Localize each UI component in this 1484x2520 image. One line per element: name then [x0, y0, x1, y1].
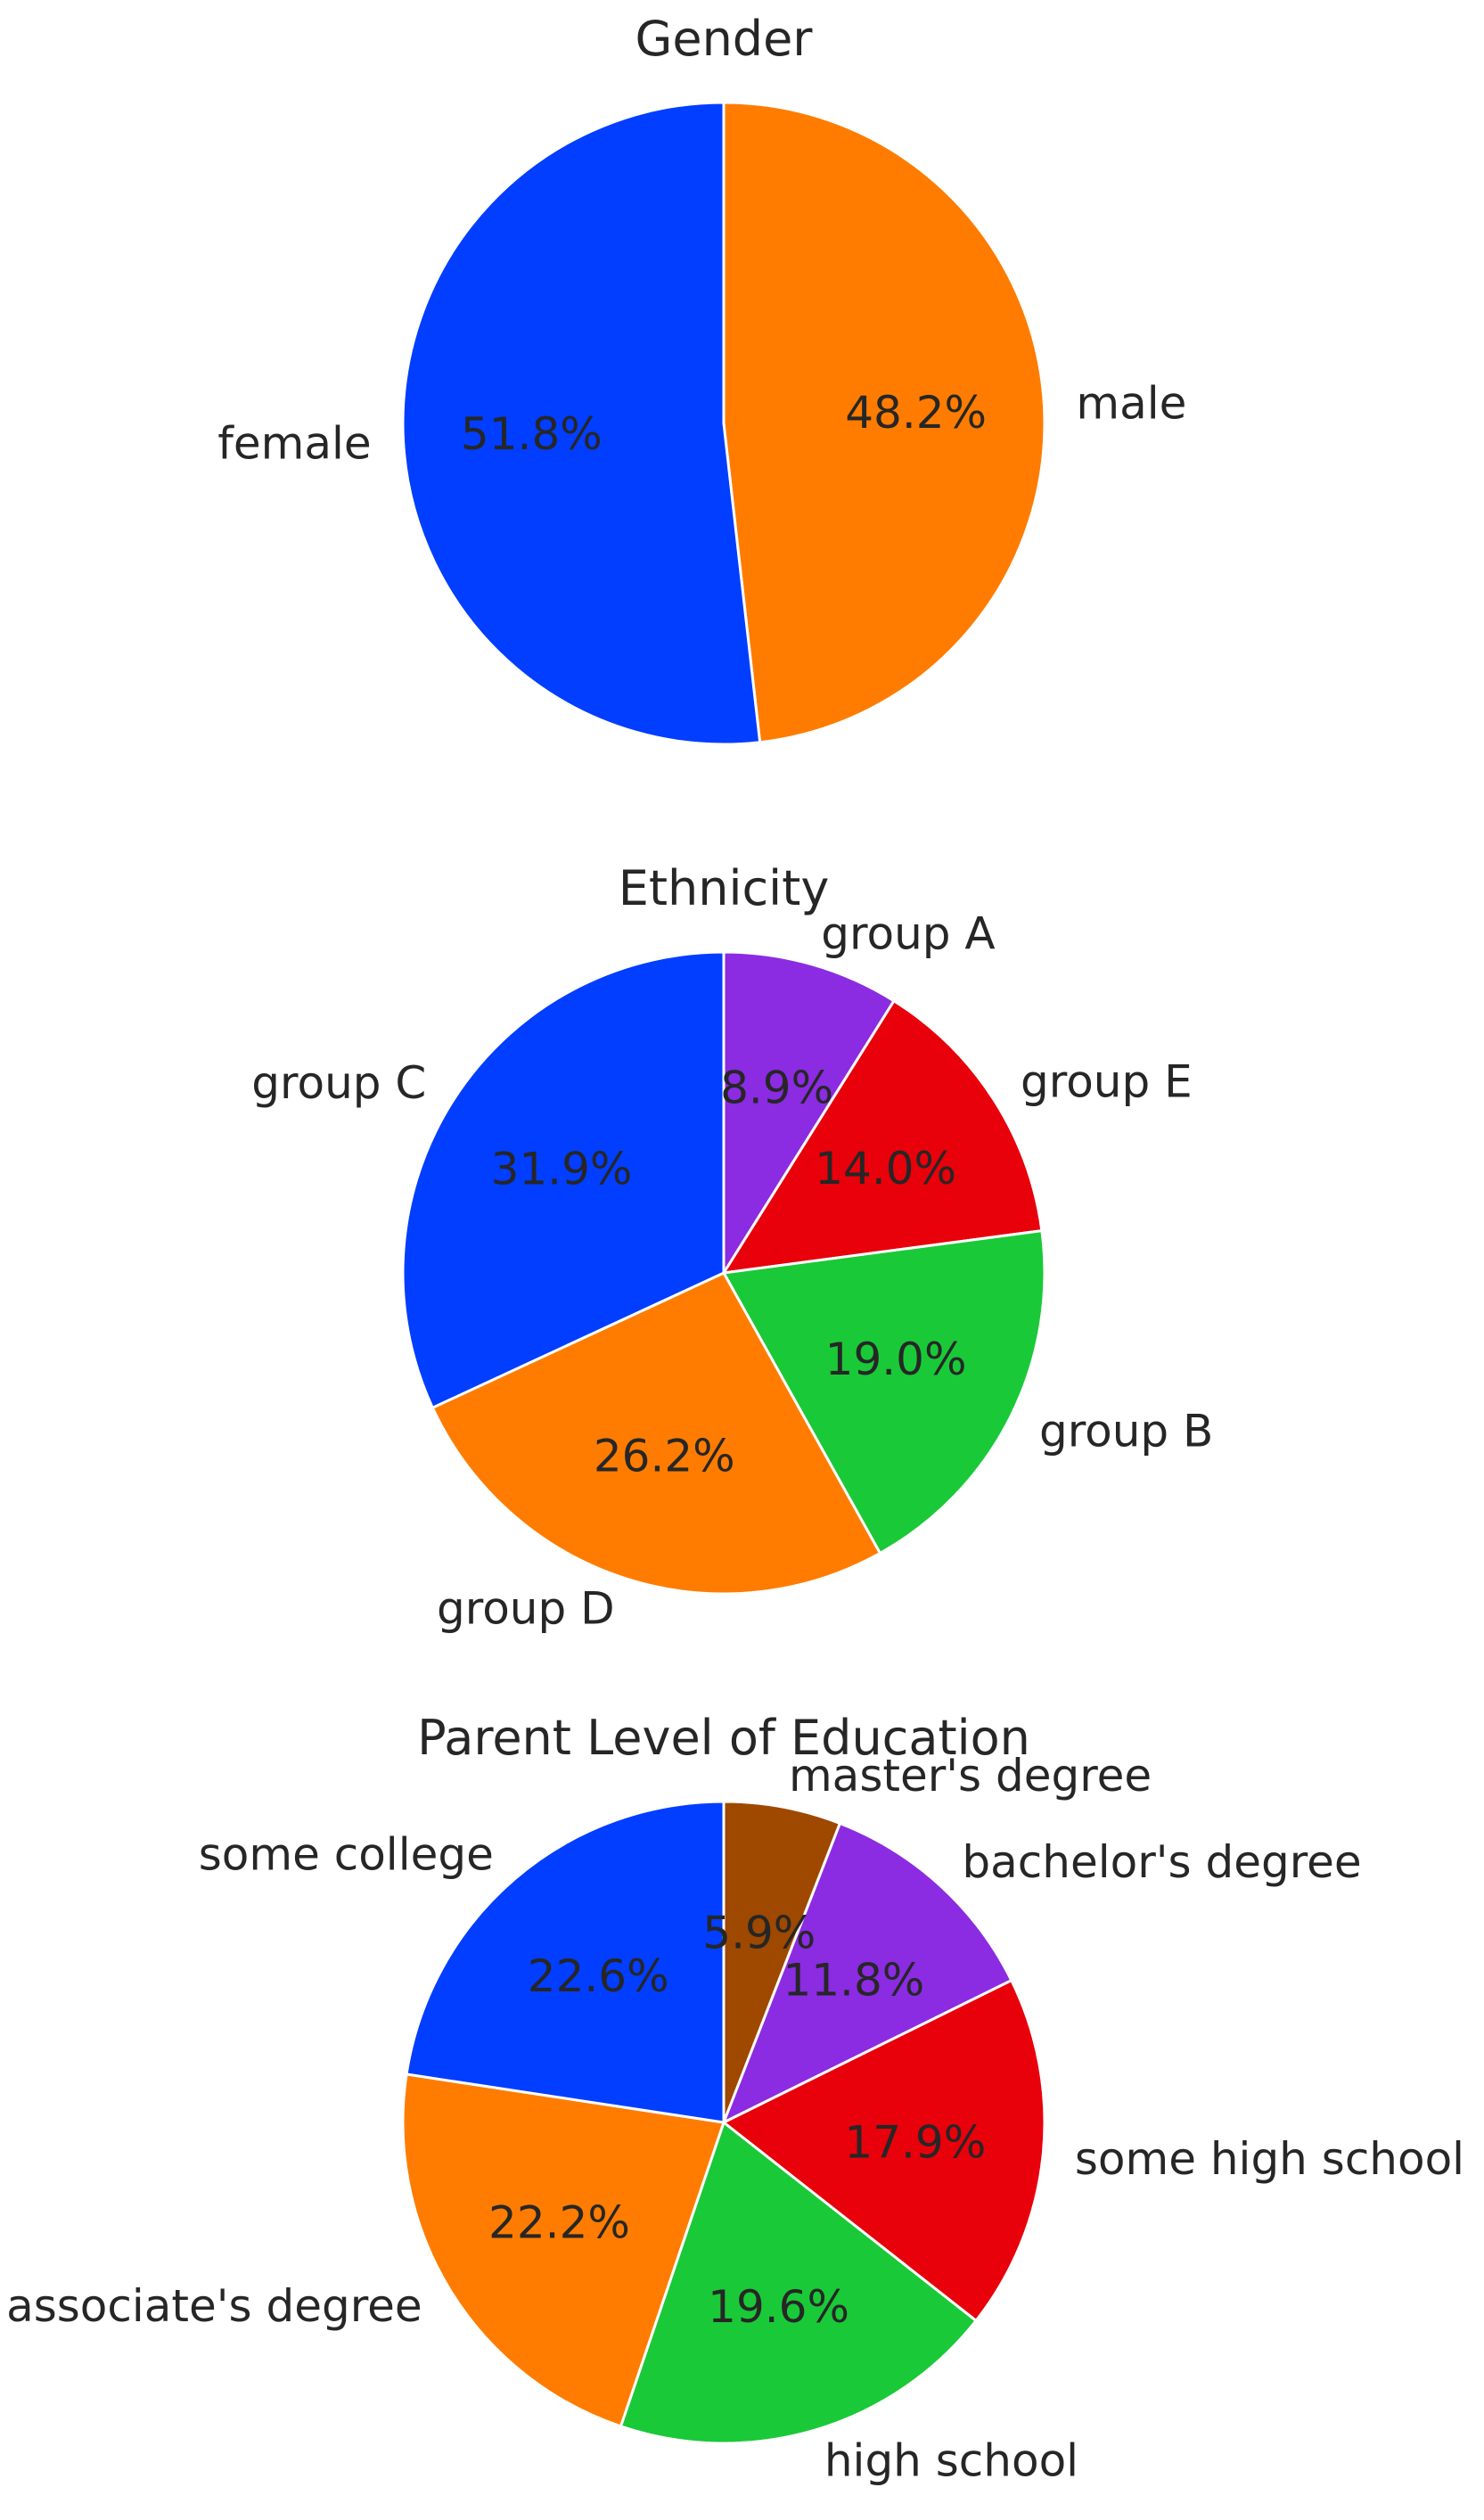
- pie-chart-ethnicity: Ethnicity 8.9% group A 14.0% group E 19.0% gr…: [251, 860, 1213, 1635]
- pie-slice-percent-label: 48.2%: [845, 387, 987, 439]
- pie-slice-percent-label: 19.6%: [708, 2281, 849, 2333]
- pie-slice-category-label: group D: [437, 1583, 615, 1635]
- pie-slice-group-e: [721, 998, 1044, 1275]
- pie-slice-percent-label: 5.9%: [702, 1908, 816, 1959]
- pie-slice-percent-label: 17.9%: [844, 2116, 986, 2168]
- pie-chart-parent-education: Parent Level of Education 5.9% master's d…: [6, 1710, 1464, 2487]
- pie-slice-female: [401, 101, 762, 746]
- pie-slice-group-c: [401, 950, 726, 1410]
- pie-slice-some-college: [405, 1800, 726, 2124]
- pie-slice-category-label: some college: [199, 1829, 494, 1881]
- pie-slice-percent-label: 11.8%: [783, 1955, 924, 2007]
- pie-slice-category-label: group C: [251, 1057, 426, 1109]
- pie-slice-percent-label: 19.0%: [825, 1334, 967, 1385]
- pie-slice-group-a: [722, 950, 897, 1278]
- pie-slice-category-label: male: [1076, 378, 1186, 430]
- pie-slice-category-label: female: [217, 417, 371, 469]
- pie-slice-bachelor-s-degree: [721, 1821, 1013, 2126]
- pie-slice-category-label: group A: [821, 907, 995, 959]
- pie-slice-category-label: some high school: [1075, 2133, 1464, 2185]
- chart-title: Gender: [635, 11, 814, 67]
- pie-slice-master-s-degree: [722, 1800, 842, 2123]
- pie-slice-percent-label: 22.2%: [488, 2196, 630, 2248]
- pie-slice-percent-label: 31.9%: [491, 1144, 633, 1195]
- pie-slice-category-label: group B: [1039, 1406, 1213, 1457]
- pie-slice-category-label: associate's degree: [6, 2280, 422, 2332]
- pie-slice-male: [722, 101, 1046, 744]
- pie-slice-high-school: [619, 2120, 979, 2445]
- pie-slice-percent-label: 22.6%: [528, 1950, 669, 2002]
- pie-slice-category-label: master's degree: [789, 1750, 1152, 1802]
- pie-slice-percent-label: 51.8%: [461, 408, 603, 460]
- pie-slice-percent-label: 8.9%: [720, 1062, 833, 1113]
- pie-slice-category-label: bachelor's degree: [962, 1836, 1361, 1888]
- pie-slice-percent-label: 14.0%: [815, 1143, 956, 1194]
- pie-slice-group-b: [721, 1228, 1046, 1556]
- pie-slice-category-label: high school: [824, 2435, 1078, 2487]
- pie-slice-category-label: group E: [1021, 1056, 1193, 1108]
- chart-title: Parent Level of Education: [417, 1710, 1030, 1766]
- pie-slice-associate-s-degree: [401, 2073, 726, 2428]
- pie-slice-percent-label: 26.2%: [594, 1430, 735, 1482]
- pie-chart-gender: Gender 48.2% male 51.8% female: [217, 11, 1186, 746]
- pie-slice-some-high-school: [721, 1978, 1046, 2323]
- chart-title: Ethnicity: [619, 860, 830, 916]
- pie-slice-group-d: [430, 1271, 882, 1596]
